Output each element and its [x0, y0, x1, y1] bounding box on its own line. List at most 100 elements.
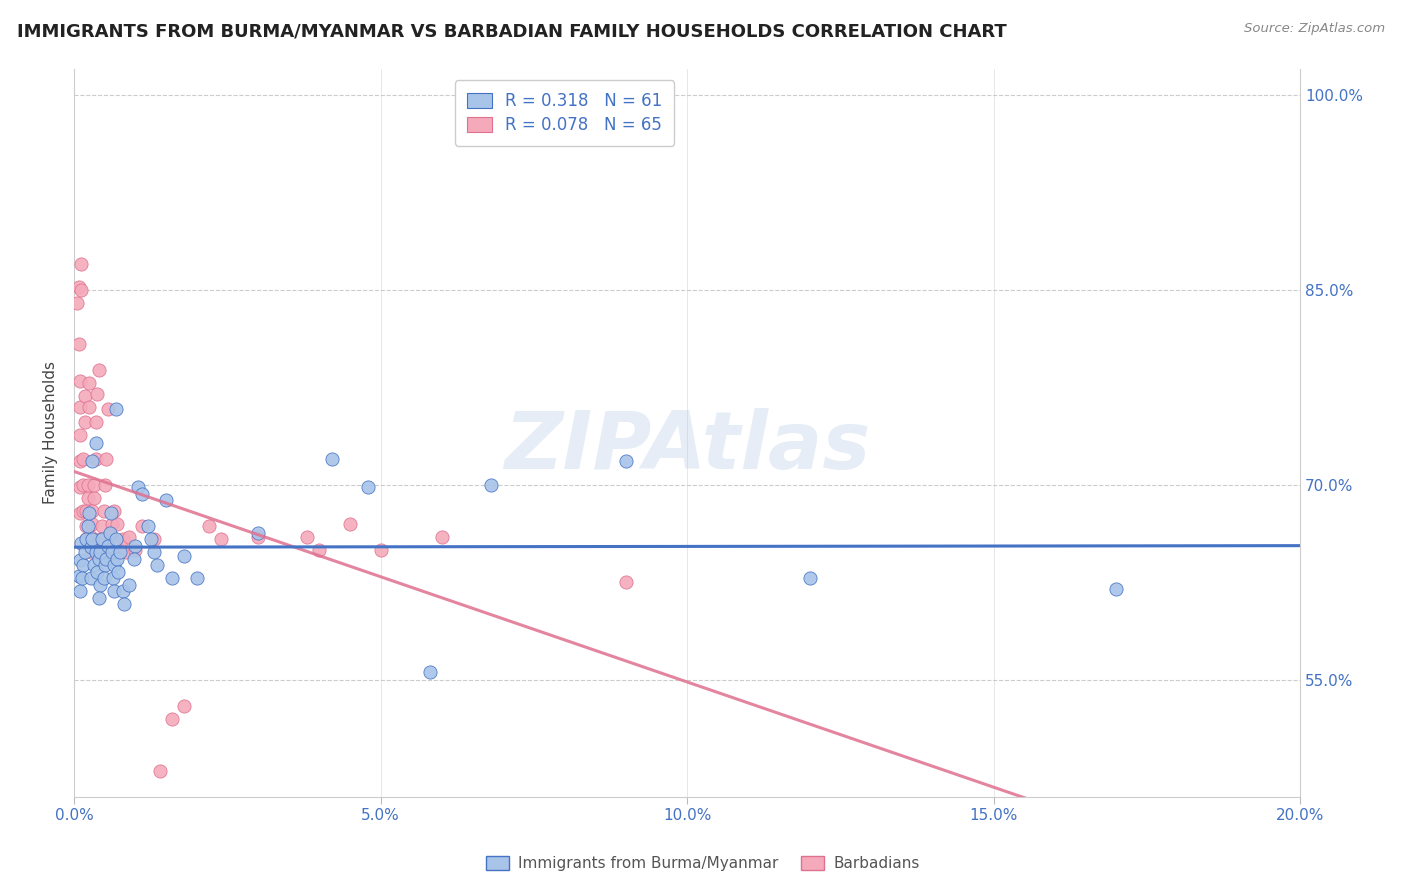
Point — [97, 539, 120, 553]
Point — [93, 477, 115, 491]
Point — [75, 519, 97, 533]
Point — [186, 571, 208, 585]
Point — [83, 558, 105, 573]
Point — [94, 551, 117, 566]
Point — [93, 558, 115, 573]
Point — [122, 551, 145, 566]
Point — [69, 374, 91, 388]
Point — [419, 665, 441, 679]
Point — [90, 533, 112, 547]
Point — [246, 525, 269, 540]
Point — [82, 454, 104, 468]
Point — [93, 571, 115, 585]
Y-axis label: Family Households: Family Households — [44, 361, 58, 504]
Point — [339, 516, 361, 531]
Point — [101, 516, 124, 531]
Point — [101, 571, 124, 585]
Point — [124, 542, 146, 557]
Point — [70, 571, 93, 585]
Point — [100, 506, 122, 520]
Point — [112, 533, 135, 547]
Point — [89, 545, 111, 559]
Point — [86, 386, 108, 401]
Point — [69, 428, 91, 442]
Point — [124, 539, 146, 553]
Point — [75, 545, 97, 559]
Point — [75, 503, 97, 517]
Point — [104, 402, 127, 417]
Point — [67, 337, 90, 351]
Point — [479, 477, 502, 491]
Point — [115, 545, 138, 559]
Point — [108, 542, 131, 557]
Point — [76, 491, 98, 505]
Point — [173, 698, 195, 713]
Point — [80, 530, 103, 544]
Point — [84, 451, 107, 466]
Point — [76, 477, 98, 491]
Point — [69, 584, 91, 599]
Text: Source: ZipAtlas.com: Source: ZipAtlas.com — [1244, 22, 1385, 36]
Point — [160, 712, 183, 726]
Point — [82, 516, 104, 531]
Point — [70, 536, 93, 550]
Point — [103, 558, 125, 573]
Point — [108, 545, 131, 559]
Point — [69, 480, 91, 494]
Point — [75, 533, 97, 547]
Point — [614, 575, 637, 590]
Point — [67, 280, 90, 294]
Point — [139, 533, 162, 547]
Point — [87, 545, 110, 559]
Point — [209, 533, 232, 547]
Point — [131, 486, 153, 500]
Point — [94, 451, 117, 466]
Point — [246, 530, 269, 544]
Point — [198, 519, 221, 533]
Point — [136, 519, 159, 533]
Point — [82, 533, 104, 547]
Point — [75, 415, 97, 429]
Point — [83, 491, 105, 505]
Point — [72, 503, 94, 517]
Point — [118, 530, 141, 544]
Point — [98, 542, 121, 557]
Point — [75, 533, 97, 547]
Point — [103, 584, 125, 599]
Point — [430, 530, 453, 544]
Point — [321, 451, 343, 466]
Point — [87, 591, 110, 605]
Point — [295, 530, 318, 544]
Point — [103, 503, 125, 517]
Point — [112, 584, 135, 599]
Point — [93, 503, 115, 517]
Point — [70, 256, 93, 270]
Legend: Immigrants from Burma/Myanmar, Barbadians: Immigrants from Burma/Myanmar, Barbadian… — [479, 850, 927, 877]
Point — [82, 503, 104, 517]
Point — [142, 533, 165, 547]
Point — [84, 545, 107, 559]
Point — [67, 568, 90, 582]
Point — [84, 415, 107, 429]
Point — [1105, 582, 1128, 596]
Point — [155, 493, 177, 508]
Point — [84, 436, 107, 450]
Point — [83, 477, 105, 491]
Point — [614, 454, 637, 468]
Point — [160, 571, 183, 585]
Point — [105, 516, 128, 531]
Point — [101, 545, 124, 559]
Point — [89, 578, 111, 592]
Point — [370, 542, 392, 557]
Point — [97, 402, 120, 417]
Point — [76, 519, 98, 533]
Point — [75, 389, 97, 403]
Point — [86, 565, 108, 579]
Point — [72, 558, 94, 573]
Point — [79, 506, 101, 520]
Point — [72, 451, 94, 466]
Point — [107, 565, 129, 579]
Point — [70, 283, 93, 297]
Point — [105, 551, 128, 566]
Point — [79, 376, 101, 391]
